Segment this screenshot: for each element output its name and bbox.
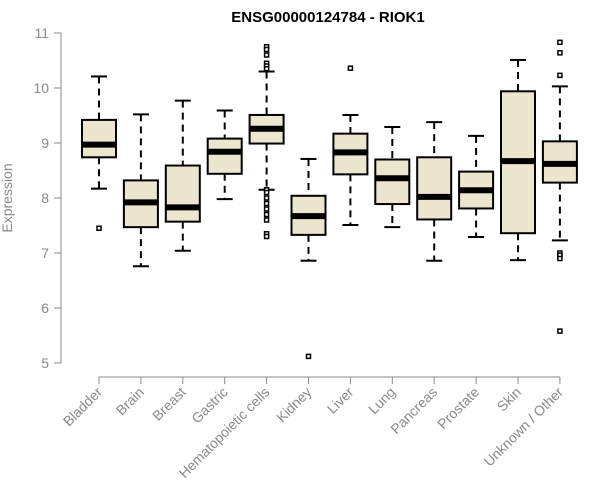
x-tick-label: Skin	[494, 384, 525, 415]
y-tick-label: 6	[41, 300, 49, 316]
box-gastric	[206, 109, 243, 201]
iqr-box	[416, 156, 453, 221]
x-tick-label: Prostate	[434, 384, 482, 432]
box-bladder	[81, 75, 117, 231]
outlier-point	[557, 328, 563, 334]
outlier-point	[263, 189, 270, 196]
y-tick-label: 9	[41, 135, 49, 151]
box-hematopoietic-cells	[248, 44, 285, 240]
outlier-point	[557, 255, 563, 262]
y-tick-label: 5	[41, 355, 49, 371]
outlier-point	[96, 225, 102, 231]
y-axis: 5 6 7 8 9 10 11	[33, 25, 62, 371]
x-tick-label: Pancreas	[387, 384, 440, 437]
box-series	[81, 39, 578, 360]
outlier-point	[557, 72, 563, 79]
y-tick-label: 8	[41, 190, 49, 206]
box-unknown-other	[541, 39, 578, 334]
x-tick-label: Lung	[365, 384, 398, 417]
y-tick-label: 11	[34, 25, 49, 41]
box-kidney	[290, 157, 327, 360]
box-lung	[374, 126, 411, 229]
box-brain	[122, 113, 159, 268]
box-liver	[332, 65, 369, 226]
x-tick-label: Brain	[113, 384, 147, 418]
x-tick-label: Breast	[149, 384, 189, 424]
x-tick-label: Unknown / Other	[480, 384, 566, 470]
box-breast	[164, 99, 201, 252]
outlier-point	[557, 39, 563, 46]
x-tick-label: Bladder	[60, 384, 106, 430]
x-tick-label: Kidney	[273, 384, 315, 426]
outlier-point	[263, 233, 270, 240]
outlier-point	[263, 195, 270, 201]
y-tick-label: 10	[33, 80, 49, 96]
outlier-point	[263, 52, 270, 58]
iqr-box	[374, 158, 411, 206]
iqr-box	[206, 137, 243, 175]
outlier-point	[263, 200, 270, 207]
outlier-point	[305, 353, 312, 360]
y-axis-label: Expression	[0, 163, 15, 232]
box-pancreas	[416, 121, 453, 262]
iqr-box	[164, 164, 201, 223]
outlier-point	[557, 50, 563, 56]
outlier-point	[263, 217, 270, 223]
box-prostate	[458, 134, 495, 239]
outlier-point	[263, 211, 270, 218]
y-tick-label: 7	[41, 245, 49, 261]
outlier-point	[263, 46, 270, 53]
iqr-box	[81, 118, 117, 159]
outlier-point	[347, 65, 354, 71]
chart-title: ENSG00000124784 - RIOK1	[231, 9, 424, 26]
outlier-point	[263, 206, 270, 212]
box-skin	[500, 58, 536, 262]
outlier-point	[263, 66, 270, 72]
x-tick-label: Liver	[324, 384, 357, 417]
